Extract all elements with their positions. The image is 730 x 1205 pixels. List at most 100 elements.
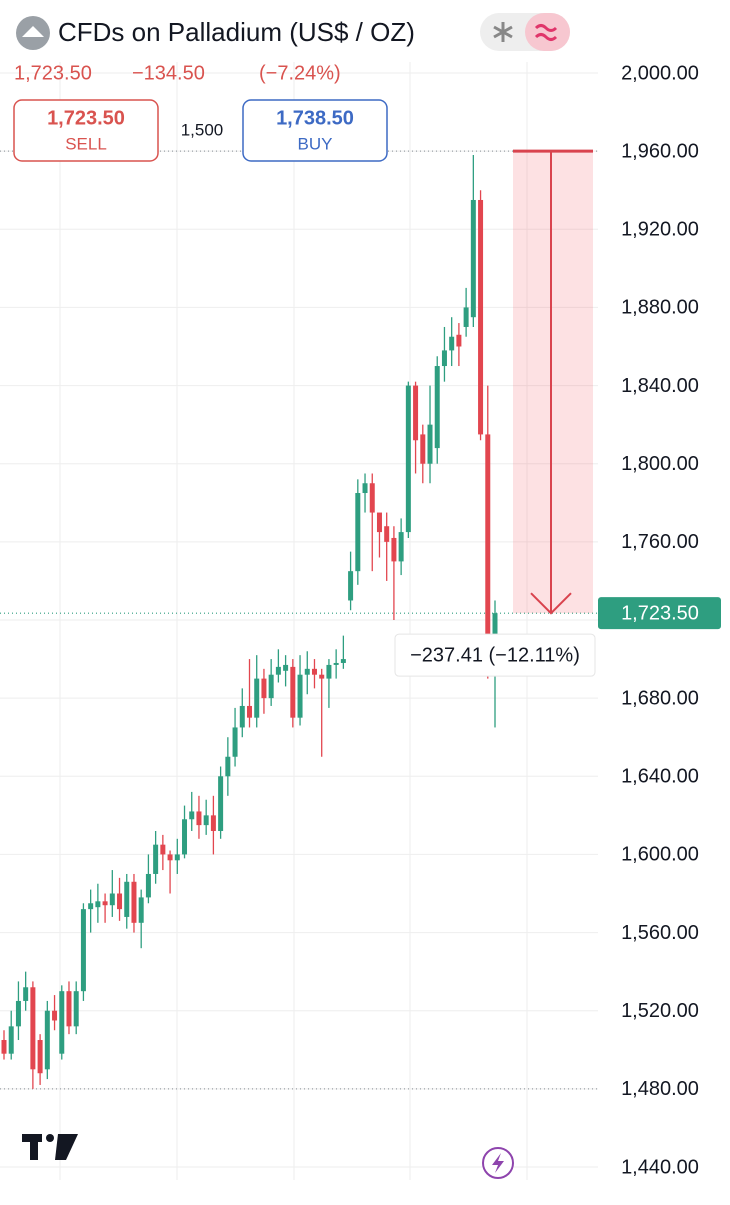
y-tick-label: 1,960.00 [621,140,699,162]
candle-body [470,199,476,318]
candle-body [326,664,332,679]
change-pct: (−7.24%) [259,62,341,84]
toggle-icon [534,24,558,41]
candle-body [109,893,115,906]
candle-body [441,350,447,367]
y-tick-label: 1,640.00 [621,766,699,788]
candle-body [196,811,202,826]
measure-label-box [394,633,596,677]
candle-body [340,659,346,663]
candle-body [398,532,404,562]
y-tick-label: 1,760.00 [621,531,699,553]
candle-body [463,307,469,327]
candle-body [333,662,339,665]
y-tick-label: 1,480.00 [621,1078,699,1100]
measure-label: −237.41 (−12.11%) [410,644,580,666]
candle-body [59,991,65,1054]
candle-body [355,493,361,572]
measure-area [513,151,593,614]
candle-body [30,987,36,1070]
candle-body [311,668,317,675]
candle-body [232,727,238,757]
candle-body [268,674,274,699]
candle-body [203,815,209,826]
candle-body [117,893,123,910]
candle-body [369,483,375,513]
candle-body [420,434,426,464]
y-tick-label: 1,600.00 [621,844,699,866]
candle-body [160,844,166,855]
y-tick-label: 1,680.00 [621,687,699,709]
y-tick-label: 1,440.00 [621,1156,699,1178]
y-tick-label: 1,840.00 [621,375,699,397]
candle-body [8,1026,14,1054]
candle-body [174,854,180,861]
candle-body [138,897,144,923]
y-tick-label: 1,880.00 [621,297,699,319]
y-tick-label: 1,800.00 [621,453,699,475]
buy-button[interactable] [242,99,388,162]
candle-body [427,424,433,464]
spread: 1,500 [181,120,224,139]
candle-body [254,678,260,718]
candle-body [189,811,195,820]
candle-body [182,819,188,855]
candle-body [362,483,368,494]
tradingview-logo [22,1134,78,1160]
candle-body [297,674,303,718]
candle-body [124,881,130,917]
candle-body [319,674,325,679]
title: CFDs on Palladium (US$ / OZ) [58,17,415,47]
candle-body [304,668,310,675]
candle-body [384,526,390,542]
candle-body [102,901,108,906]
buy-label: BUY [298,134,333,153]
candle-body [44,1010,50,1070]
candle-body [456,334,462,347]
candle-body [434,366,440,449]
sell-price: 1,723.50 [47,107,125,129]
candle-body [247,705,252,718]
candle-body [218,776,224,831]
candle-body [391,537,397,562]
candle-body [376,512,382,533]
lightning-icon [492,1153,504,1173]
candle-body [261,678,267,699]
symbol-logo-mark [22,26,44,37]
candle-body [145,873,151,898]
y-tick-label: 1,560.00 [621,922,699,944]
candle-body [66,991,72,1027]
y-tick-label: 1,920.00 [621,219,699,241]
last-price-label: 1,723.50 [621,602,699,624]
y-tick-label: 2,000.00 [621,62,699,84]
candle-body [275,666,281,675]
price: 1,723.50 [14,62,92,84]
sell-label: SELL [65,134,107,153]
candle-body [15,1000,21,1027]
toggle-icon [493,22,513,42]
candle-body [239,705,245,728]
candle-body [80,909,86,992]
measure-arrowhead [530,592,572,615]
candle-body [348,571,354,601]
candle-body [283,664,289,671]
candle-body [167,854,173,861]
candle-body [485,434,491,660]
candle-body [449,336,455,351]
candle-body [95,901,101,908]
candle-body [405,385,411,533]
candle-body [413,385,419,441]
toggle-active[interactable] [525,13,570,51]
candle-body [23,987,29,1001]
candle-body [88,903,94,910]
sell-button[interactable] [13,99,159,162]
candle-body [37,1040,43,1074]
candle-body [1,1040,7,1054]
candle-body [52,1010,58,1021]
change: −134.50 [132,62,205,84]
y-tick-label: 1,520.00 [621,1000,699,1022]
buy-price: 1,738.50 [276,107,354,129]
candle-body [73,991,79,1027]
candle-body [131,881,137,923]
